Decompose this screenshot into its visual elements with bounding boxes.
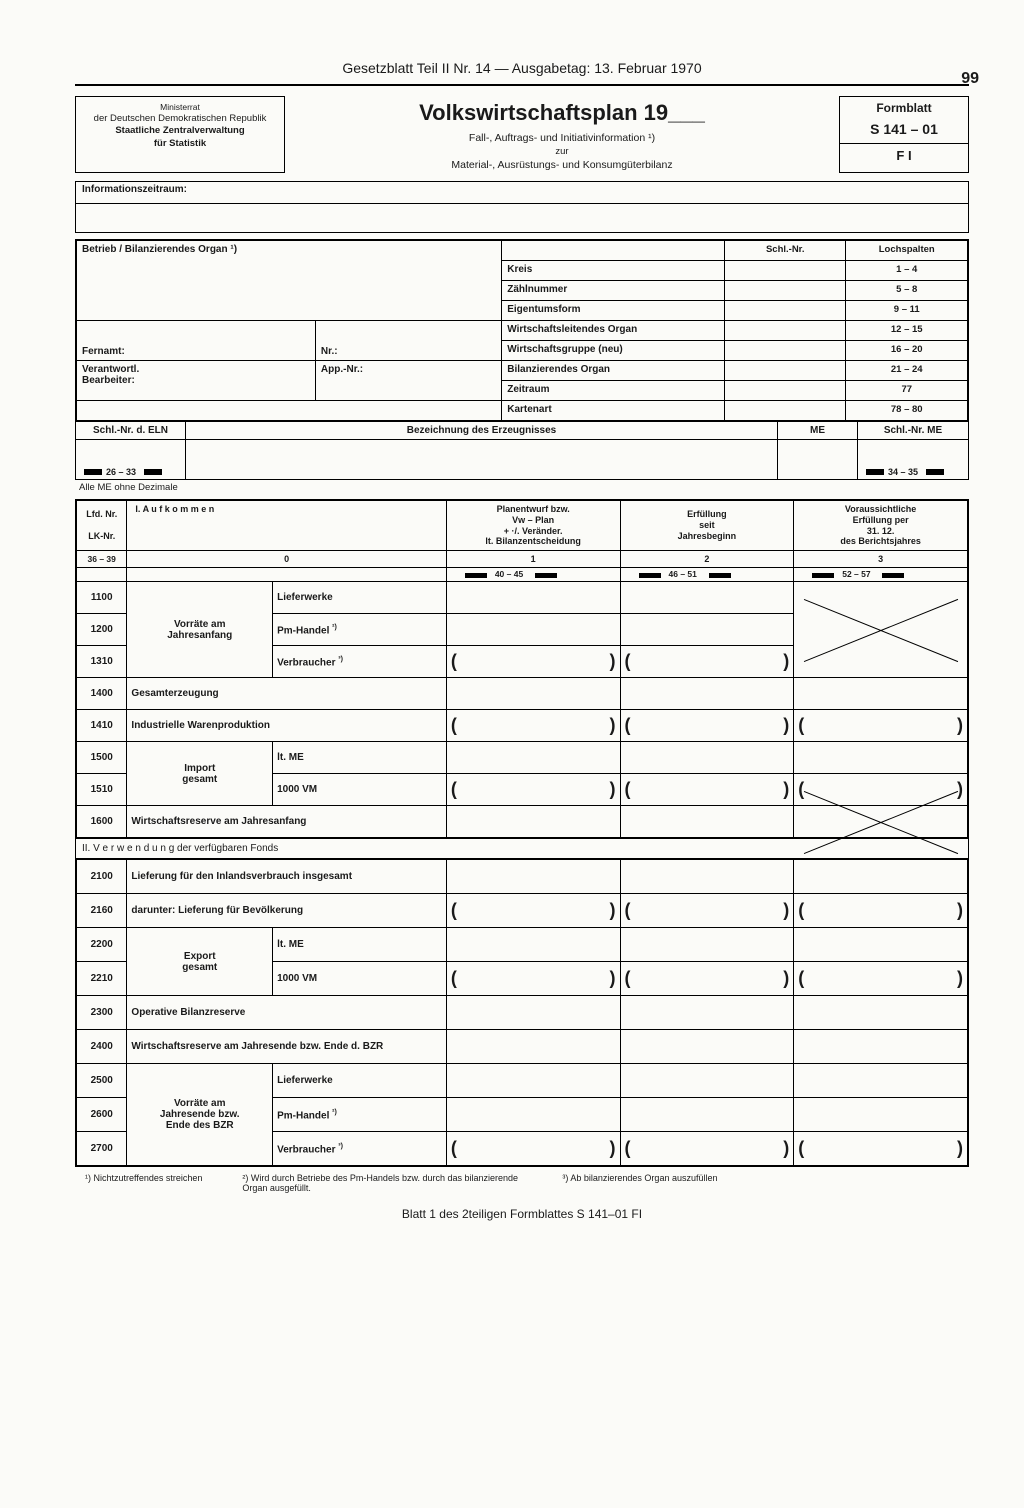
schl-body: 26 – 33 34 – 35 — [75, 440, 969, 480]
page-number: 99 — [961, 70, 979, 88]
minister-box: Ministerrat der Deutschen Demokratischen… — [75, 96, 285, 173]
section-2-title: II. V e r w e n d u n g der verfügbaren … — [75, 839, 969, 859]
bottom-caption: Blatt 1 des 2teiligen Formblattes S 141–… — [75, 1207, 969, 1221]
main-title: Volkswirtschaftsplan 19___ — [303, 100, 821, 126]
footnotes: ¹) Nichtzutreffendes streichen ²) Wird d… — [75, 1167, 969, 1195]
header-line: Gesetzblatt Teil II Nr. 14 — Ausgabetag:… — [75, 60, 969, 86]
schl-header: Schl.-Nr. d. ELN Bezeichnung des Erzeugn… — [75, 422, 969, 440]
meta-grid: Betrieb / Bilanzierendes Organ ¹) Schl.-… — [75, 239, 969, 422]
main-table: Lfd. Nr.LK-Nr. I. A u f k o m m e n Plan… — [75, 499, 969, 839]
page: 99 Gesetzblatt Teil II Nr. 14 — Ausgabet… — [0, 0, 1024, 1508]
main-table-2: 2100Lieferung für den Inlandsverbrauch i… — [75, 859, 969, 1167]
top-row: Ministerrat der Deutschen Demokratischen… — [75, 96, 969, 173]
info-zeitraum: Informationszeitraum: — [75, 181, 969, 203]
center-title: Volkswirtschaftsplan 19___ Fall-, Auftra… — [303, 96, 821, 173]
formblatt-box: Formblatt S 141 – 01 F I — [839, 96, 969, 173]
info-body — [75, 203, 969, 233]
note-me: Alle ME ohne Dezimale — [75, 480, 969, 499]
